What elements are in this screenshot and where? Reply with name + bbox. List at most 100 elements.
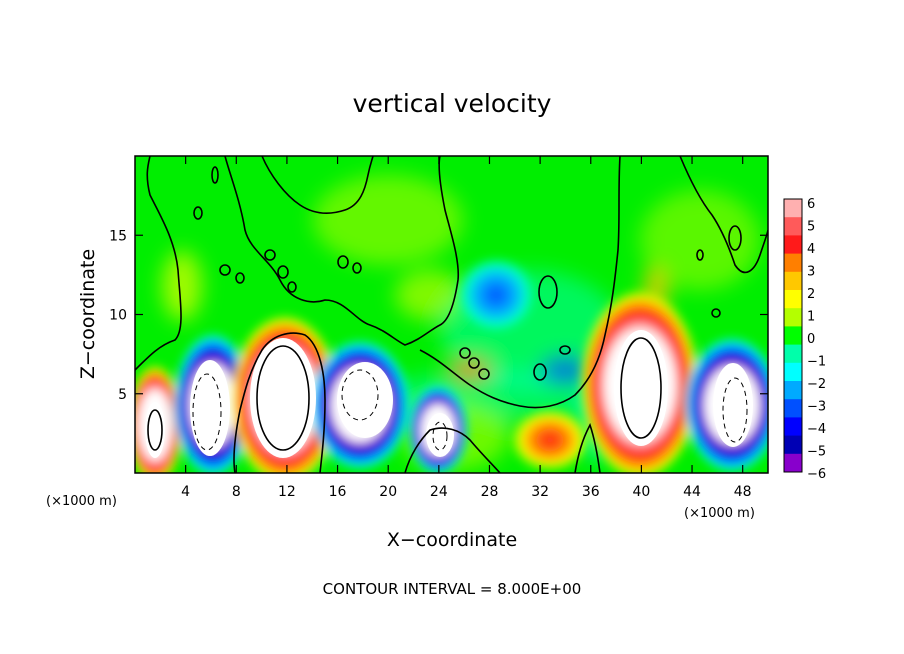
negative-contour bbox=[341, 369, 379, 421]
colorbar-label: 1 bbox=[807, 310, 815, 325]
zero-contour bbox=[224, 156, 460, 346]
closed-contour bbox=[277, 265, 289, 279]
colorbar-label: −1 bbox=[807, 355, 826, 370]
downdraft-interior bbox=[426, 413, 454, 457]
closed-contour bbox=[711, 308, 721, 318]
colorbar: 6 5 4 3 2 1 0 −1 −2 −3 −4 −5 −6 bbox=[783, 197, 826, 482]
closed-contour bbox=[559, 345, 571, 355]
closed-contour bbox=[538, 275, 558, 309]
colorbar-label: 0 bbox=[807, 332, 815, 347]
x-axis: 4 8 12 16 20 24 28 32 36 40 44 48 bbox=[181, 156, 752, 500]
colorbar-swatch bbox=[784, 253, 802, 273]
x-tick-label: 44 bbox=[683, 484, 701, 500]
closed-contour bbox=[193, 206, 203, 220]
positive-contour bbox=[256, 345, 310, 451]
colorbar-swatch bbox=[784, 381, 802, 400]
downdraft-interior bbox=[713, 363, 753, 447]
closed-contour bbox=[459, 347, 471, 359]
colorbar-label: −5 bbox=[807, 445, 826, 460]
closed-contour bbox=[235, 272, 245, 284]
y-axis: 5 10 15 bbox=[109, 228, 768, 403]
zero-contour bbox=[404, 427, 501, 473]
closed-contour bbox=[468, 357, 480, 369]
x-tick-label: 8 bbox=[232, 484, 241, 500]
y-tick-label: 5 bbox=[118, 387, 127, 403]
colorbar-label: −3 bbox=[807, 400, 826, 415]
negative-contour bbox=[192, 373, 222, 451]
negative-contour bbox=[432, 421, 448, 451]
colorbar-swatch bbox=[784, 217, 802, 236]
x-unit-left: (×1000 m) bbox=[46, 494, 117, 509]
updraft-interior bbox=[250, 338, 316, 458]
downdraft-interior bbox=[190, 360, 230, 456]
colorbar-swatch bbox=[784, 290, 802, 309]
closed-contour bbox=[287, 281, 297, 293]
colorbar-label: 3 bbox=[807, 265, 815, 280]
colorbar-label: −4 bbox=[807, 422, 826, 437]
colorbar-swatch bbox=[784, 235, 802, 255]
positive-contour bbox=[147, 409, 163, 451]
downdraft-aloft bbox=[456, 257, 536, 333]
colorbar-swatch bbox=[784, 308, 802, 327]
closed-contour bbox=[211, 166, 219, 184]
x-tick-label: 12 bbox=[278, 484, 296, 500]
zero-contour bbox=[679, 156, 768, 274]
zero-contour bbox=[261, 156, 374, 215]
y-axis-title: Z−coordinate bbox=[77, 249, 99, 379]
updraft-interior bbox=[614, 330, 668, 446]
x-unit-right: (×1000 m) bbox=[684, 506, 755, 521]
zero-contour bbox=[419, 156, 621, 409]
colorbar-frame bbox=[783, 198, 803, 473]
field-patch bbox=[640, 190, 760, 290]
field-patch bbox=[313, 175, 463, 265]
closed-contour bbox=[219, 264, 231, 276]
closed-contour bbox=[533, 363, 547, 381]
positive-contour bbox=[620, 337, 662, 439]
colorbar-label: −6 bbox=[807, 467, 826, 482]
colorbar-label: 4 bbox=[807, 242, 815, 257]
downdraft-interior bbox=[337, 362, 393, 438]
colorbar-swatch bbox=[784, 417, 802, 437]
plot-area bbox=[135, 156, 768, 473]
colorbar-label: 5 bbox=[807, 220, 815, 235]
zero-contour bbox=[233, 332, 326, 473]
closed-contour bbox=[478, 368, 490, 380]
closed-contour bbox=[352, 262, 362, 274]
contour-interval-note: CONTOUR INTERVAL = 8.000E+00 bbox=[323, 580, 582, 598]
zero-contour bbox=[574, 422, 601, 473]
x-tick-label: 4 bbox=[181, 484, 190, 500]
updraft-core bbox=[510, 408, 590, 472]
closed-contour bbox=[696, 249, 704, 261]
colorbar-label: 2 bbox=[807, 287, 815, 302]
colorbar-swatch bbox=[784, 399, 802, 418]
colorbar-swatch bbox=[784, 453, 802, 473]
field-patch bbox=[162, 251, 202, 321]
contour-lines bbox=[135, 156, 768, 473]
colorbar-swatch bbox=[784, 435, 802, 455]
closed-contour bbox=[337, 255, 349, 269]
field-patch bbox=[540, 355, 590, 385]
colorbar-swatch bbox=[784, 362, 802, 382]
colorbar-swatch bbox=[784, 344, 802, 364]
chart-title: vertical velocity bbox=[353, 89, 552, 118]
x-tick-label: 48 bbox=[734, 484, 752, 500]
x-tick-label: 28 bbox=[481, 484, 499, 500]
x-tick-label: 40 bbox=[632, 484, 650, 500]
x-tick-label: 36 bbox=[582, 484, 600, 500]
y-tick-label: 10 bbox=[109, 308, 127, 324]
x-axis-title: X−coordinate bbox=[387, 529, 517, 551]
color-field bbox=[135, 175, 768, 473]
colorbar-swatch bbox=[784, 271, 802, 291]
x-tick-label: 24 bbox=[430, 484, 448, 500]
colorbar-swatch bbox=[784, 326, 802, 346]
closed-contour bbox=[728, 225, 742, 251]
x-tick-label: 16 bbox=[329, 484, 347, 500]
colorbar-label: −2 bbox=[807, 377, 826, 392]
colorbar-label: 6 bbox=[807, 197, 815, 212]
x-tick-label: 20 bbox=[379, 484, 397, 500]
colorbar-swatch bbox=[784, 199, 802, 218]
zero-contour bbox=[135, 156, 182, 371]
y-tick-label: 15 bbox=[109, 228, 127, 244]
closed-contour bbox=[264, 249, 276, 261]
negative-contours bbox=[192, 369, 748, 451]
